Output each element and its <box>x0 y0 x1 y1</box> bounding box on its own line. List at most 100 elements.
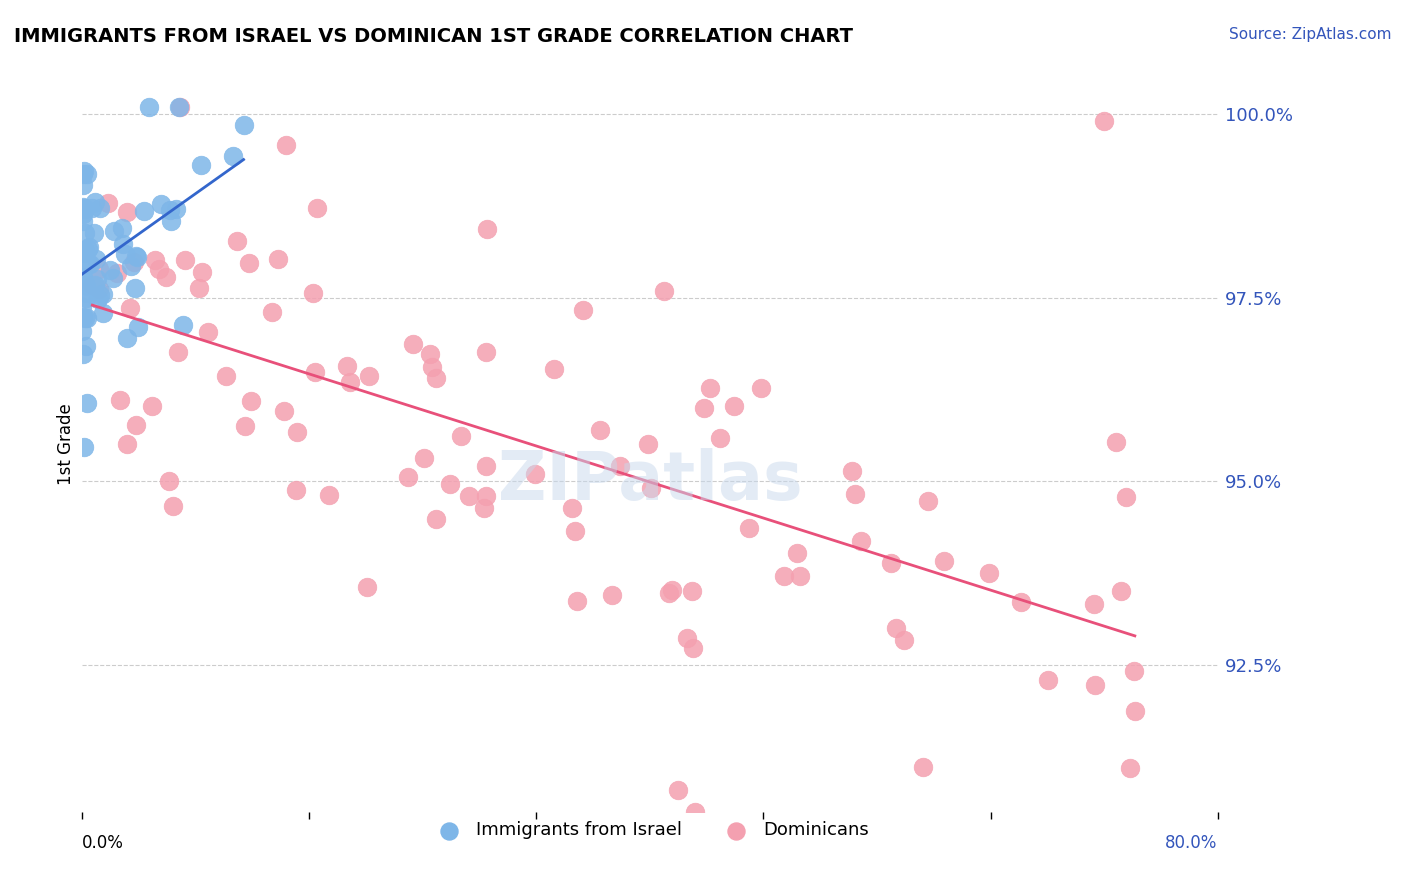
Point <box>413 450 436 465</box>
Point <box>773 568 796 582</box>
Point <box>1083 597 1105 611</box>
Point <box>215 369 238 384</box>
Point <box>75 202 97 216</box>
Point <box>118 301 141 315</box>
Point <box>75 291 97 305</box>
Point <box>91 287 114 301</box>
Point <box>157 474 180 488</box>
Point <box>683 805 706 819</box>
Point <box>122 254 145 268</box>
Point <box>425 512 447 526</box>
Point <box>101 271 124 285</box>
Point <box>682 641 704 656</box>
Point <box>77 257 100 271</box>
Point <box>681 584 703 599</box>
Point <box>932 553 955 567</box>
Point <box>72 167 94 181</box>
Point <box>98 263 121 277</box>
Point <box>115 205 138 219</box>
Point <box>159 203 181 218</box>
Point <box>141 399 163 413</box>
Y-axis label: 1st Grade: 1st Grade <box>58 404 75 485</box>
Point <box>111 221 134 235</box>
Point <box>73 227 96 241</box>
Point <box>693 401 716 416</box>
Text: 80.0%: 80.0% <box>1166 834 1218 852</box>
Point <box>73 201 96 215</box>
Point <box>72 324 94 338</box>
Point <box>108 392 131 407</box>
Point <box>83 226 105 240</box>
Point <box>72 310 94 325</box>
Point <box>222 149 245 163</box>
Point <box>70 300 93 314</box>
Point <box>97 196 120 211</box>
Point <box>75 286 97 301</box>
Point <box>1010 595 1032 609</box>
Point <box>339 375 361 389</box>
Point <box>359 369 381 384</box>
Point <box>723 399 745 413</box>
Point <box>475 222 498 236</box>
Point <box>1105 434 1128 449</box>
Point <box>145 253 167 268</box>
Point <box>420 359 443 374</box>
Text: Source: ZipAtlas.com: Source: ZipAtlas.com <box>1229 27 1392 42</box>
Point <box>72 270 94 285</box>
Point <box>335 359 357 373</box>
Point <box>115 437 138 451</box>
Point <box>238 256 260 270</box>
Point <box>72 200 94 214</box>
Point <box>880 556 903 570</box>
Point <box>72 347 94 361</box>
Point <box>166 345 188 359</box>
Point <box>523 467 546 481</box>
Point <box>75 339 97 353</box>
Point <box>76 396 98 410</box>
Point <box>458 489 481 503</box>
Point <box>637 436 659 450</box>
Point <box>115 331 138 345</box>
Point <box>73 244 96 259</box>
Point <box>661 582 683 597</box>
Point <box>266 252 288 267</box>
Point <box>73 243 96 257</box>
Point <box>304 365 326 379</box>
Point <box>609 458 631 473</box>
Point <box>893 633 915 648</box>
Point <box>77 243 100 257</box>
Point <box>841 464 863 478</box>
Point <box>302 285 325 300</box>
Point <box>169 100 191 114</box>
Point <box>172 318 194 333</box>
Point <box>190 158 212 172</box>
Point <box>318 488 340 502</box>
Point <box>543 361 565 376</box>
Point <box>76 311 98 326</box>
Point <box>285 483 308 497</box>
Point <box>87 292 110 306</box>
Point <box>125 250 148 264</box>
Point <box>127 319 149 334</box>
Point <box>82 277 104 292</box>
Point <box>419 347 441 361</box>
Point <box>475 489 498 503</box>
Point <box>1109 583 1132 598</box>
Point <box>79 257 101 271</box>
Point <box>150 196 173 211</box>
Legend: Immigrants from Israel, Dominicans: Immigrants from Israel, Dominicans <box>423 814 876 847</box>
Text: 0.0%: 0.0% <box>82 834 124 852</box>
Point <box>72 178 94 193</box>
Point <box>86 272 108 286</box>
Point <box>103 224 125 238</box>
Point <box>76 167 98 181</box>
Point <box>111 237 134 252</box>
Point <box>89 201 111 215</box>
Point <box>86 252 108 266</box>
Point <box>749 381 772 395</box>
Point <box>1038 673 1060 687</box>
Point <box>666 782 689 797</box>
Point <box>124 281 146 295</box>
Point <box>72 272 94 286</box>
Point <box>425 371 447 385</box>
